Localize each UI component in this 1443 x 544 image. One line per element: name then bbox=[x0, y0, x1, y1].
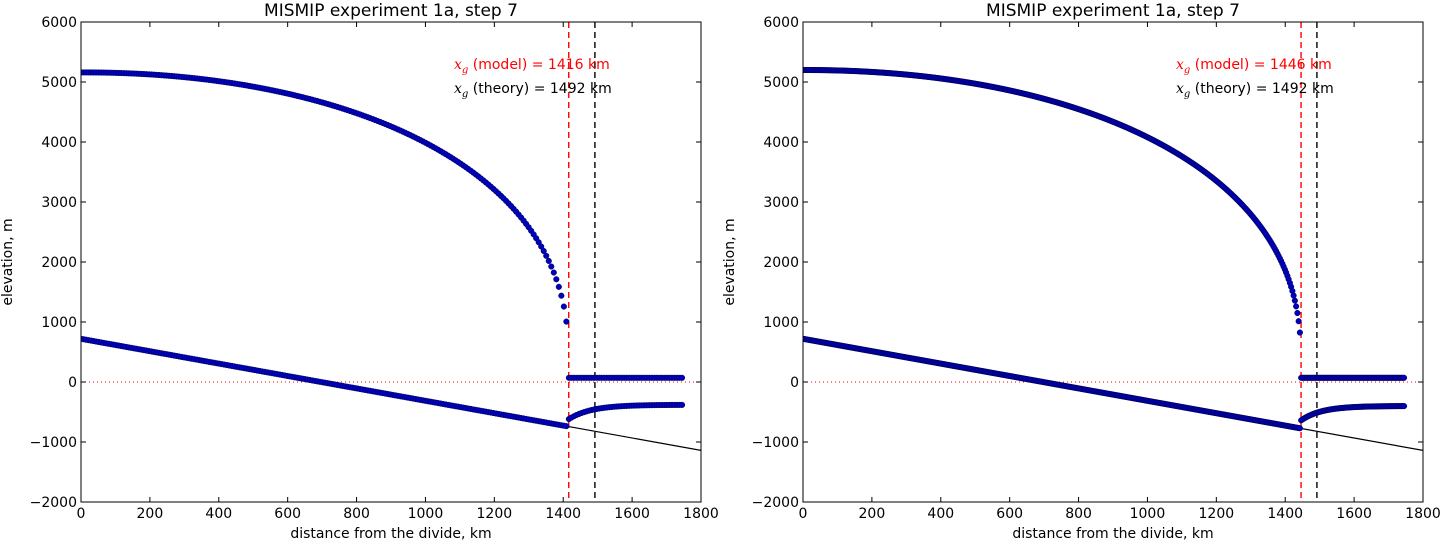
x-tick-label: 1600 bbox=[614, 506, 650, 522]
annotation-symbol: x bbox=[454, 57, 462, 73]
x-tick-label: 800 bbox=[343, 506, 370, 522]
y-tick-label: 0 bbox=[68, 375, 77, 391]
data-point bbox=[558, 292, 565, 299]
y-tick-label: 2000 bbox=[41, 255, 77, 271]
chart-panel-2: 0 200 400 600 800 1000 1200 1400 1600 1800 −2000 −1… bbox=[722, 1, 1441, 542]
y-tick-label: 1000 bbox=[41, 315, 77, 331]
chart-title: MISMIP experiment 1a, step 7 bbox=[264, 1, 518, 21]
chart-panel-1: 0 200 400 600 800 1000 1200 1400 1600 1800 −2000 −1… bbox=[0, 1, 719, 542]
data-points bbox=[803, 66, 1408, 432]
y-axis-label: elevation, m bbox=[722, 218, 738, 305]
x-tick-label: 600 bbox=[274, 506, 301, 522]
data-point bbox=[1296, 329, 1303, 336]
x-tick-label: 1400 bbox=[545, 506, 581, 522]
x-tick-label: 1000 bbox=[1130, 506, 1166, 522]
y-tick-label: −2000 bbox=[30, 495, 77, 511]
data-point bbox=[679, 401, 686, 408]
x-tick-label: 1800 bbox=[683, 506, 719, 522]
y-tick-label: 3000 bbox=[41, 195, 77, 211]
data-point bbox=[1293, 303, 1300, 310]
x-axis-label: distance from the divide, km bbox=[290, 526, 491, 542]
x-tick-label: 400 bbox=[927, 506, 954, 522]
annotation-model: xg (model) = 1416 km bbox=[454, 57, 610, 76]
y-tick-label: 6000 bbox=[41, 15, 77, 31]
y-tick-label: 1000 bbox=[763, 315, 799, 331]
data-point bbox=[563, 423, 570, 430]
x-tick-label: 1600 bbox=[1336, 506, 1372, 522]
data-point bbox=[563, 318, 570, 325]
data-point bbox=[679, 374, 686, 381]
data-point bbox=[1294, 309, 1301, 317]
plot-area bbox=[81, 22, 701, 502]
data-point bbox=[545, 257, 552, 265]
x-tick-label: 1800 bbox=[1405, 506, 1441, 522]
y-tick-label: 5000 bbox=[41, 75, 77, 91]
x-tick-label: 800 bbox=[1065, 506, 1092, 522]
data-point bbox=[553, 276, 560, 283]
x-tick-label: 1400 bbox=[1267, 506, 1303, 522]
x-axis: 0 200 400 600 800 1000 1200 1400 1600 1800 bbox=[77, 22, 719, 522]
data-point bbox=[1401, 403, 1408, 410]
annotation-text: (theory) = 1492 km bbox=[1190, 81, 1333, 97]
y-tick-label: −1000 bbox=[30, 435, 77, 451]
annotation-text: (theory) = 1492 km bbox=[468, 81, 611, 97]
x-tick-label: 0 bbox=[77, 506, 86, 522]
annotation-text: (model) = 1416 km bbox=[468, 57, 609, 73]
annotation-subscript: g bbox=[1184, 65, 1190, 76]
x-tick-label: 1200 bbox=[1199, 506, 1235, 522]
data-point bbox=[1296, 425, 1303, 432]
annotation-subscript: g bbox=[462, 89, 468, 100]
x-axis: 0 200 400 600 800 1000 1200 1400 1600 1800 bbox=[799, 22, 1441, 522]
y-tick-label: 3000 bbox=[763, 195, 799, 211]
y-tick-label: −2000 bbox=[752, 495, 799, 511]
y-tick-label: −1000 bbox=[752, 435, 799, 451]
x-tick-label: 200 bbox=[859, 506, 886, 522]
data-point bbox=[550, 269, 557, 276]
annotation-model: xg (model) = 1446 km bbox=[1176, 57, 1332, 76]
y-tick-label: 5000 bbox=[763, 75, 799, 91]
x-tick-label: 0 bbox=[799, 506, 808, 522]
annotation-theory: xg (theory) = 1492 km bbox=[454, 81, 612, 100]
y-axis: −2000 −1000 0 1000 2000 3000 4000 5000 6000 bbox=[752, 15, 1423, 511]
data-point bbox=[1295, 318, 1302, 325]
x-axis-label: distance from the divide, km bbox=[1012, 526, 1213, 542]
y-axis: −2000 −1000 0 1000 2000 3000 4000 5000 6000 bbox=[30, 15, 701, 511]
data-point bbox=[1290, 292, 1297, 299]
x-tick-label: 600 bbox=[996, 506, 1023, 522]
data-point bbox=[548, 263, 555, 270]
annotation-text: (model) = 1446 km bbox=[1190, 57, 1331, 73]
x-tick-label: 1000 bbox=[408, 506, 444, 522]
x-tick-label: 1200 bbox=[477, 506, 513, 522]
annotation-symbol: x bbox=[1176, 57, 1184, 73]
data-point bbox=[555, 283, 562, 290]
data-points bbox=[81, 69, 686, 430]
y-tick-label: 4000 bbox=[763, 135, 799, 151]
y-tick-label: 2000 bbox=[763, 255, 799, 271]
annotation-subscript: g bbox=[1184, 89, 1190, 100]
y-tick-label: 6000 bbox=[763, 15, 799, 31]
plot-area bbox=[803, 22, 1423, 502]
data-point bbox=[540, 247, 547, 255]
data-point bbox=[560, 303, 567, 310]
annotation-symbol: x bbox=[454, 81, 462, 97]
y-tick-label: 4000 bbox=[41, 135, 77, 151]
annotation-symbol: x bbox=[1176, 81, 1184, 97]
chart-title: MISMIP experiment 1a, step 7 bbox=[986, 1, 1240, 21]
annotation-subscript: g bbox=[462, 65, 468, 76]
y-tick-label: 0 bbox=[790, 375, 799, 391]
data-point bbox=[1291, 297, 1298, 304]
x-tick-label: 200 bbox=[137, 506, 164, 522]
x-tick-label: 400 bbox=[205, 506, 232, 522]
y-axis-label: elevation, m bbox=[0, 218, 16, 305]
annotation-theory: xg (theory) = 1492 km bbox=[1176, 81, 1334, 100]
data-point bbox=[543, 252, 550, 259]
data-point bbox=[1401, 374, 1408, 381]
